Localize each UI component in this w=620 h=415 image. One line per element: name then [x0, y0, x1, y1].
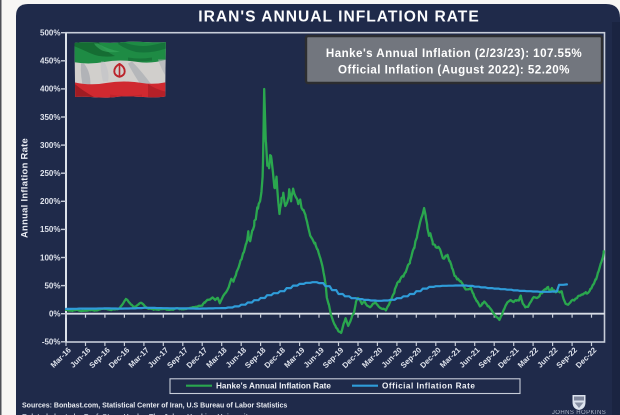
svg-text:Sources: Bonbast.com, Statisti: Sources: Bonbast.com, Statistical Center… [22, 403, 287, 410]
svg-text:JOHNS HOPKINS: JOHNS HOPKINS [552, 410, 606, 415]
svg-text:400%: 400% [40, 85, 60, 94]
svg-text:150%: 150% [40, 225, 60, 234]
svg-text:Hanke's Annual Inflation (2/23: Hanke's Annual Inflation (2/23/23): 107.… [326, 47, 582, 60]
svg-text:200%: 200% [40, 197, 60, 206]
svg-text:500%: 500% [40, 29, 60, 38]
svg-text:Annual Inflation Rate: Annual Inflation Rate [19, 138, 30, 238]
svg-text:IRAN'S ANNUAL INFLATION RATE: IRAN'S ANNUAL INFLATION RATE [198, 9, 479, 26]
svg-text:350%: 350% [40, 113, 60, 122]
svg-text:Official Inflation (August 202: Official Inflation (August 2022): 52.20% [338, 64, 570, 77]
svg-text:Hanke's Annual Inflation Rate: Hanke's Annual Inflation Rate [216, 382, 331, 391]
svg-text:100%: 100% [40, 253, 60, 262]
svg-text:Official Inflation Rate: Official Inflation Rate [382, 382, 475, 391]
svg-text:300%: 300% [40, 141, 60, 150]
svg-text:450%: 450% [40, 57, 60, 66]
svg-text:Related charts by Prof. Steve: Related charts by Prof. Steve Hanke, The… [22, 412, 252, 415]
svg-text:0%: 0% [49, 310, 61, 319]
svg-text:50%: 50% [44, 281, 60, 290]
svg-text:-50%: -50% [42, 338, 61, 347]
svg-text:250%: 250% [40, 169, 60, 178]
